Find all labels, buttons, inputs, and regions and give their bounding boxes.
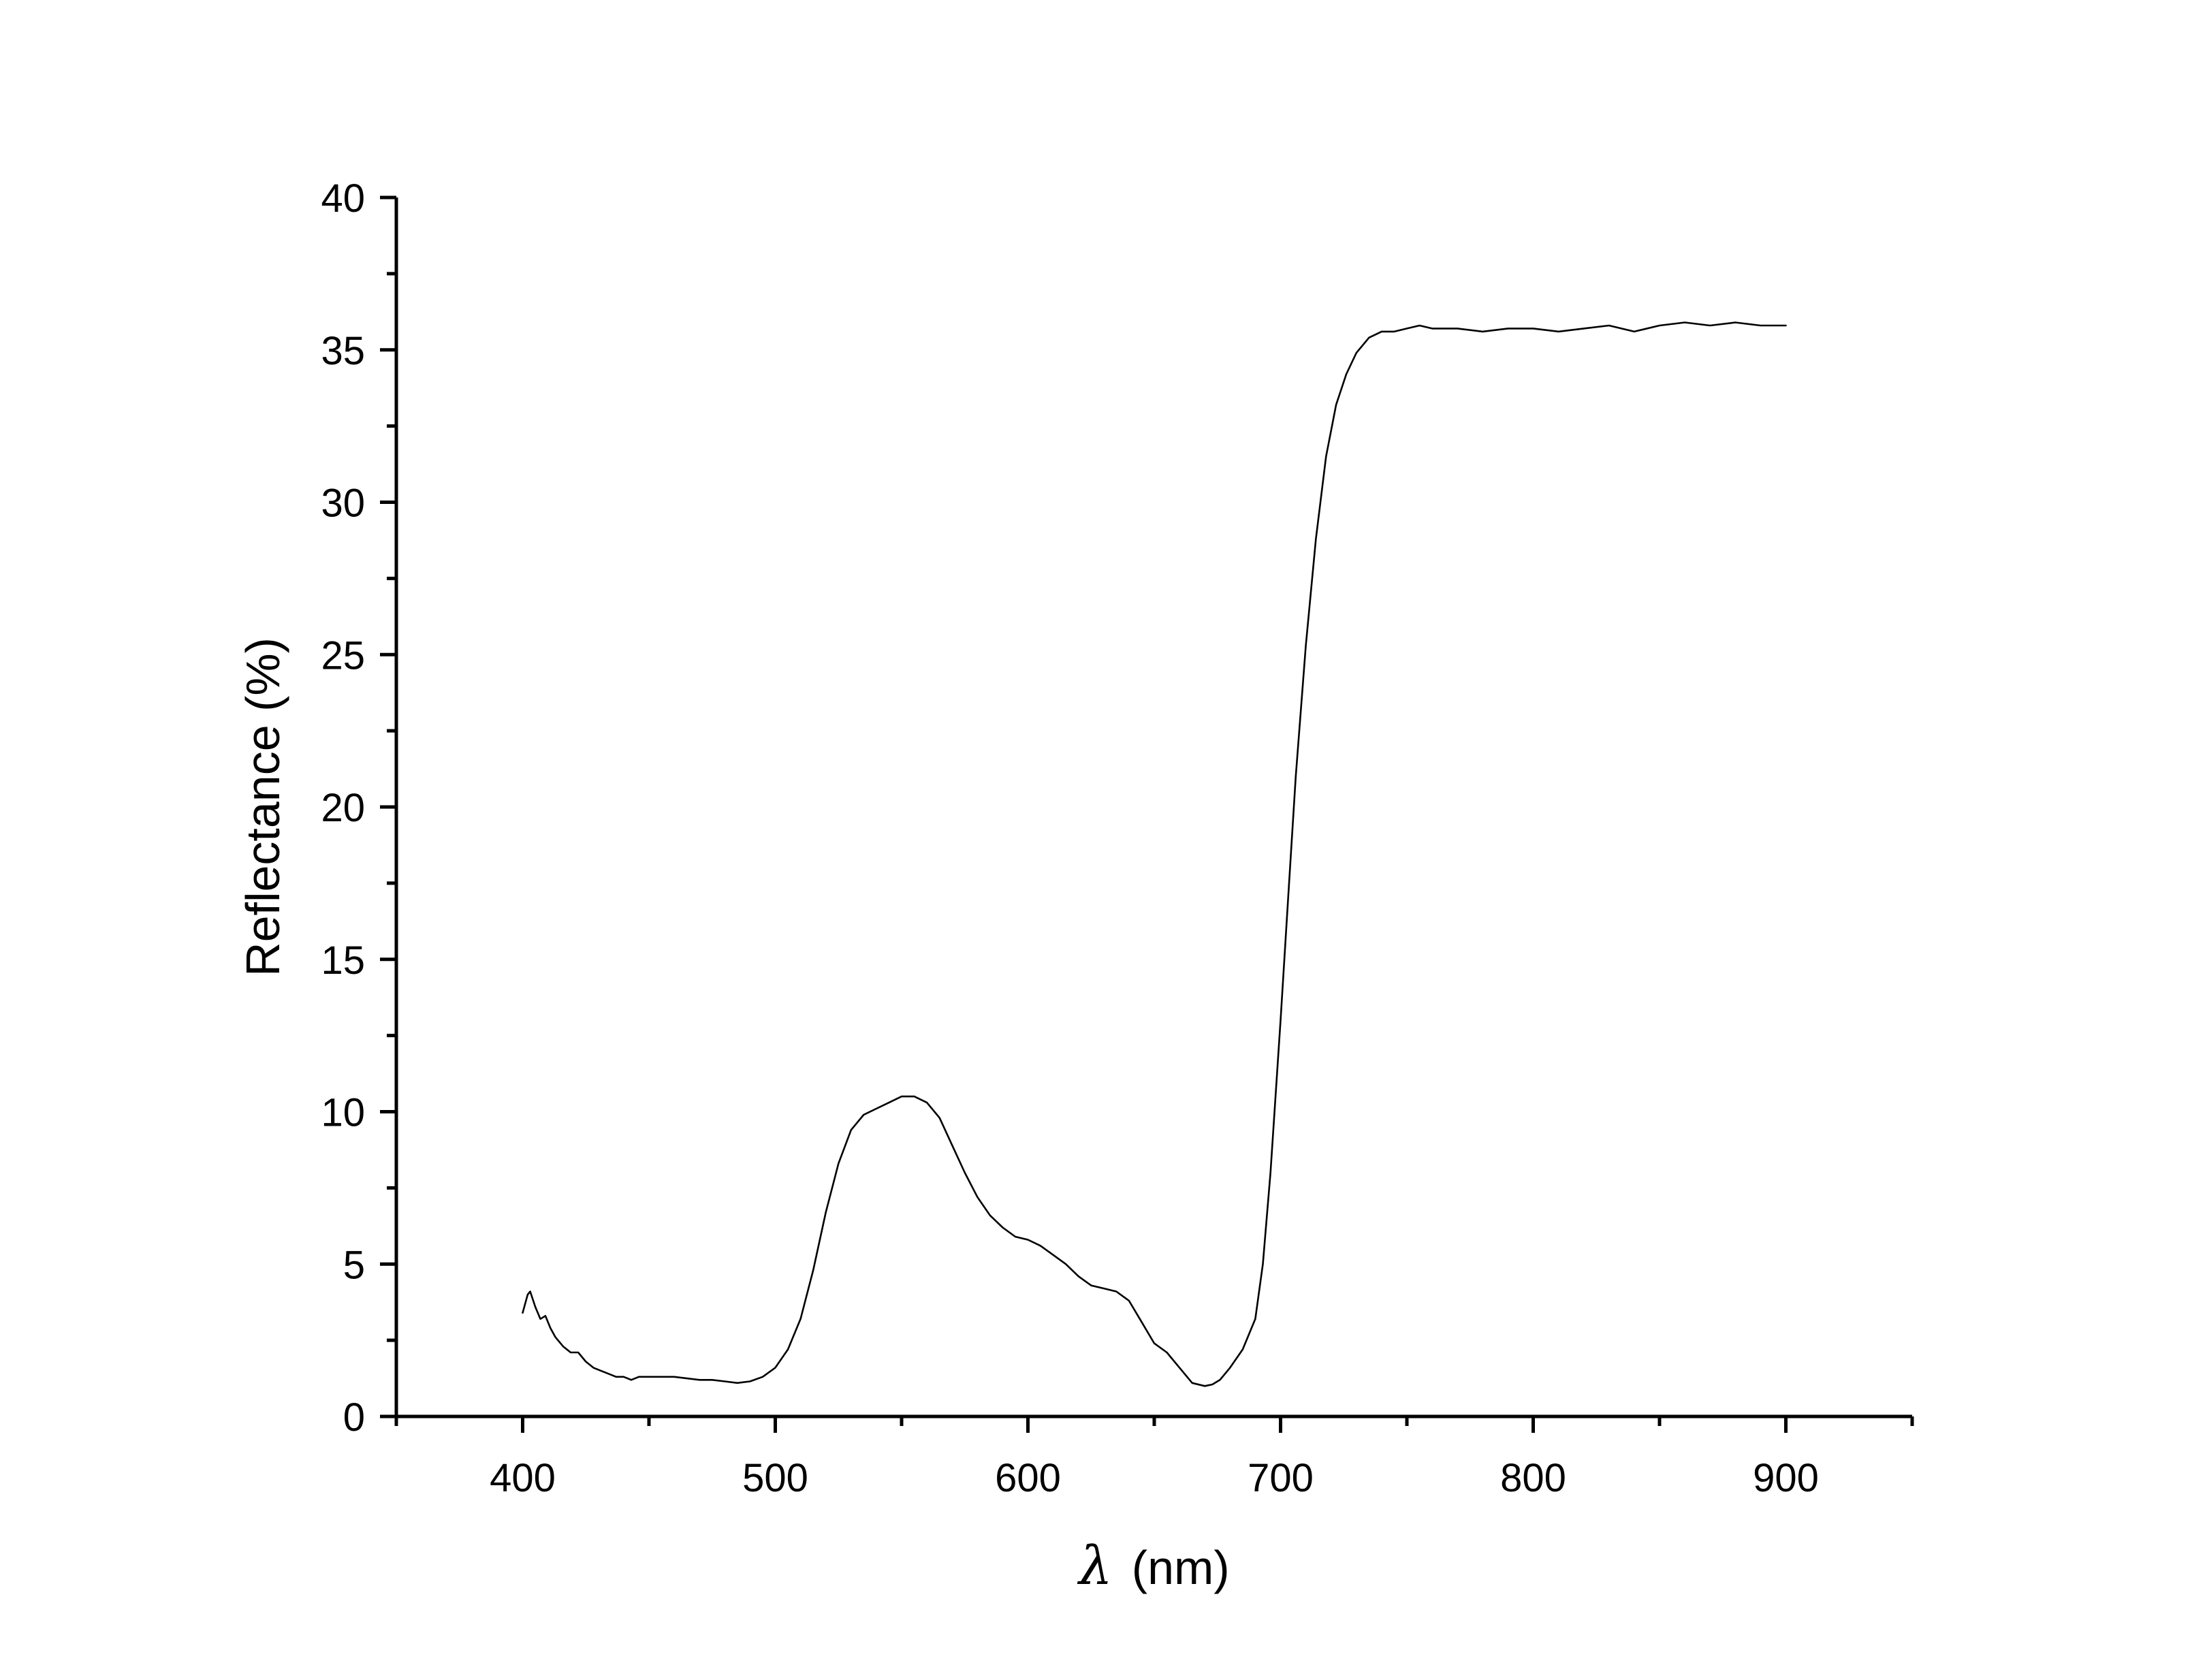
reflectance-series-line bbox=[522, 321, 1787, 1387]
axes-layer bbox=[394, 197, 1912, 1419]
series-layer bbox=[522, 321, 1787, 1387]
x-tick-label: 400 bbox=[490, 1456, 556, 1500]
y-tick-label: 35 bbox=[321, 329, 365, 373]
y-tick-label: 20 bbox=[321, 786, 365, 830]
x-tick-label: 700 bbox=[1248, 1456, 1314, 1500]
y-tick-label: 25 bbox=[321, 633, 365, 678]
x-axis-title: λ (nm) bbox=[1077, 1536, 1229, 1597]
x-tick-label: 500 bbox=[742, 1456, 808, 1500]
y-tick-label: 40 bbox=[321, 176, 365, 221]
y-axis-title: Reflectance (%) bbox=[236, 637, 289, 977]
y-tick-label: 15 bbox=[321, 938, 365, 983]
x-tick-label: 800 bbox=[1500, 1456, 1566, 1500]
y-tick-label: 30 bbox=[321, 481, 365, 526]
x-axis-title-symbol: λ bbox=[1077, 1536, 1112, 1597]
y-tick-label: 10 bbox=[321, 1091, 365, 1135]
y-tick-label: 5 bbox=[343, 1243, 365, 1287]
x-axis-title-unit: (nm) bbox=[1132, 1541, 1230, 1594]
x-tick-label: 600 bbox=[995, 1456, 1061, 1500]
x-tick-label: 900 bbox=[1753, 1456, 1819, 1500]
axis-titles-layer: λ (nm) Reflectance (%) bbox=[236, 637, 1230, 1597]
tick-labels-layer: 400 500 600 700 800 900 0 5 10 15 20 25 30 35 40 bbox=[321, 176, 1818, 1500]
ticks-layer bbox=[380, 195, 1914, 1433]
y-tick-label: 0 bbox=[343, 1395, 365, 1440]
